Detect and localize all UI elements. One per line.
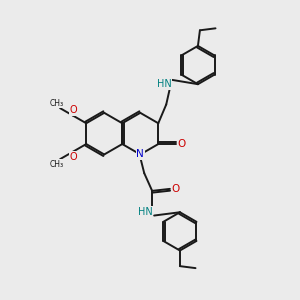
Text: O: O — [70, 152, 77, 162]
Text: O: O — [178, 139, 186, 149]
Text: O: O — [172, 184, 180, 194]
Text: CH₃: CH₃ — [50, 99, 64, 108]
Text: N: N — [136, 149, 144, 160]
Text: CH₃: CH₃ — [50, 160, 64, 169]
Text: HN: HN — [157, 79, 172, 89]
Text: HN: HN — [138, 207, 153, 217]
Text: O: O — [70, 106, 77, 116]
